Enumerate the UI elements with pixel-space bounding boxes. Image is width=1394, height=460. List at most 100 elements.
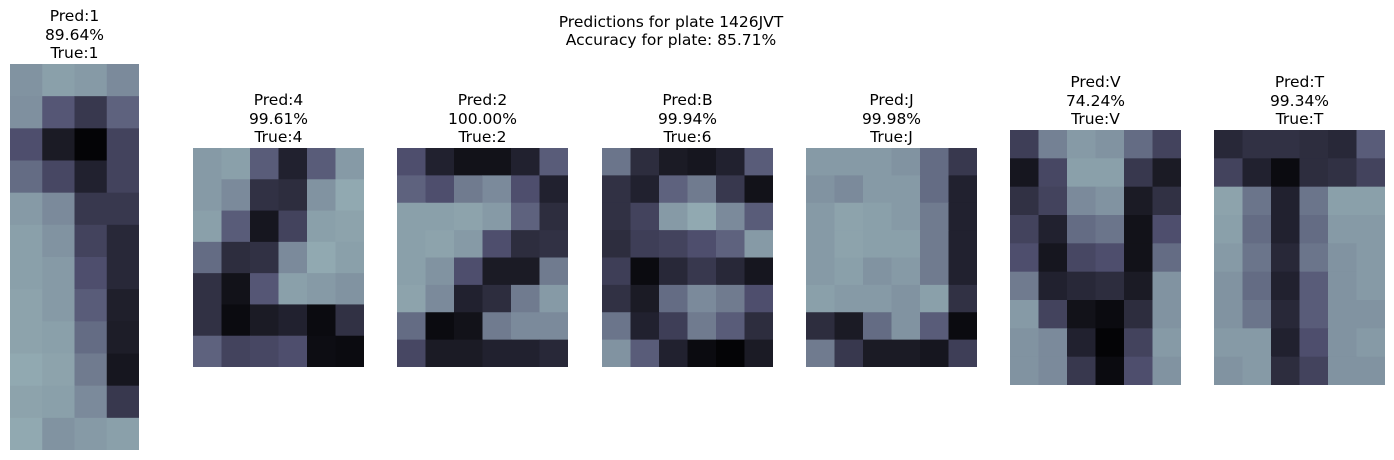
heatmap-cell	[1067, 215, 1097, 244]
heatmap-cell	[425, 312, 455, 341]
heatmap-cell	[10, 160, 43, 194]
heatmap-cell	[74, 128, 108, 162]
heatmap-cell	[221, 273, 251, 306]
heatmap-cell	[1095, 158, 1125, 188]
heatmap-cell	[335, 335, 364, 367]
heatmap-cell	[806, 202, 836, 231]
heatmap-cell	[221, 241, 251, 274]
heatmap-cell	[716, 284, 746, 313]
heatmap-cell	[1152, 328, 1181, 358]
heatmap-cell	[74, 353, 108, 387]
heatmap-cell	[106, 64, 139, 97]
heatmap-cell	[891, 257, 921, 286]
pred-label: Pred:B	[662, 91, 713, 109]
heatmap-1	[10, 64, 139, 450]
heatmap-cell	[193, 335, 223, 367]
heatmap-cell	[1299, 356, 1329, 385]
figure-title-line2: Accuracy for plate: 85.71%	[565, 31, 777, 49]
heatmap-cell	[630, 148, 660, 176]
heatmap-cell	[1271, 215, 1301, 244]
heatmap-cell	[1328, 215, 1358, 244]
heatmap-cell	[425, 202, 455, 231]
heatmap-cell	[1152, 158, 1181, 188]
heatmap-cell	[74, 321, 108, 355]
heatmap-cell	[1271, 130, 1301, 159]
heatmap-cell	[454, 202, 484, 231]
pred-label: Pred:T	[1274, 73, 1325, 91]
heatmap-cell	[1299, 328, 1329, 358]
heatmap-cell	[744, 257, 773, 286]
heatmap-cell	[1356, 271, 1385, 301]
heatmap-cell	[307, 304, 337, 337]
heatmap-cell	[1038, 158, 1068, 188]
heatmap-cell	[42, 224, 76, 258]
heatmap-cell	[1271, 158, 1301, 188]
heatmap-cell	[193, 148, 223, 180]
heatmap-cell	[250, 210, 280, 243]
pred-label: Pred:2	[457, 91, 508, 109]
heatmap-cell	[1010, 130, 1040, 159]
heatmap-cell	[948, 312, 977, 341]
figure-title: Predictions for plate 1426JVT Accuracy f…	[0, 13, 1342, 49]
heatmap-cell	[1095, 328, 1125, 358]
heatmap-cell	[1242, 328, 1272, 358]
heatmap-7	[1214, 130, 1385, 385]
heatmap-cell	[1214, 300, 1244, 329]
heatmap-cell	[1095, 130, 1125, 159]
heatmap-cell	[278, 210, 308, 243]
heatmap-cell	[10, 353, 43, 387]
heatmap-cell	[1010, 300, 1040, 329]
heatmap-cell	[1242, 243, 1272, 273]
heatmap-cell	[744, 148, 773, 176]
heatmap-cell	[454, 257, 484, 286]
heatmap-cell	[920, 257, 950, 286]
heatmap-cell	[482, 148, 512, 176]
heatmap-cell	[42, 385, 76, 419]
heatmap-cell	[806, 148, 836, 176]
heatmap-cell	[630, 312, 660, 341]
heatmap-cell	[744, 230, 773, 259]
heatmap-cell	[106, 289, 139, 322]
heatmap-cell	[10, 385, 43, 419]
panel-title: Pred:J 99.98% True:J	[806, 91, 977, 147]
heatmap-cell	[659, 257, 689, 286]
heatmap-cell	[307, 335, 337, 367]
heatmap-cell	[602, 339, 632, 367]
heatmap-cell	[891, 312, 921, 341]
heatmap-cell	[74, 64, 108, 97]
heatmap-cell	[1152, 300, 1181, 329]
heatmap-cell	[948, 230, 977, 259]
heatmap-cell	[687, 230, 717, 259]
heatmap-cell	[602, 312, 632, 341]
heatmap-cell	[250, 335, 280, 367]
heatmap-cell	[806, 230, 836, 259]
heatmap-cell	[511, 284, 541, 313]
heatmap-cell	[863, 148, 893, 176]
heatmap-cell	[397, 312, 427, 341]
heatmap-cell	[106, 353, 139, 387]
heatmap-cell	[511, 230, 541, 259]
heatmap-cell	[454, 230, 484, 259]
heatmap-cell	[482, 257, 512, 286]
heatmap-cell	[1038, 243, 1068, 273]
heatmap-cell	[335, 148, 364, 180]
heatmap-cell	[1038, 328, 1068, 358]
heatmap-cell	[1271, 271, 1301, 301]
heatmap-cell	[863, 202, 893, 231]
heatmap-cell	[920, 230, 950, 259]
heatmap-cell	[511, 312, 541, 341]
heatmap-cell	[74, 385, 108, 419]
heatmap-cell	[539, 284, 568, 313]
heatmap-cell	[1038, 271, 1068, 301]
heatmap-cell	[42, 64, 76, 97]
heatmap-cell	[1271, 243, 1301, 273]
heatmap-cell	[307, 210, 337, 243]
heatmap-cell	[1038, 186, 1068, 216]
heatmap-cell	[1038, 215, 1068, 244]
heatmap-cell	[250, 304, 280, 337]
heatmap-cell	[454, 312, 484, 341]
heatmap-cell	[744, 312, 773, 341]
heatmap-cell	[1038, 300, 1068, 329]
heatmap-cell	[278, 335, 308, 367]
true-label: True:6	[663, 128, 712, 146]
